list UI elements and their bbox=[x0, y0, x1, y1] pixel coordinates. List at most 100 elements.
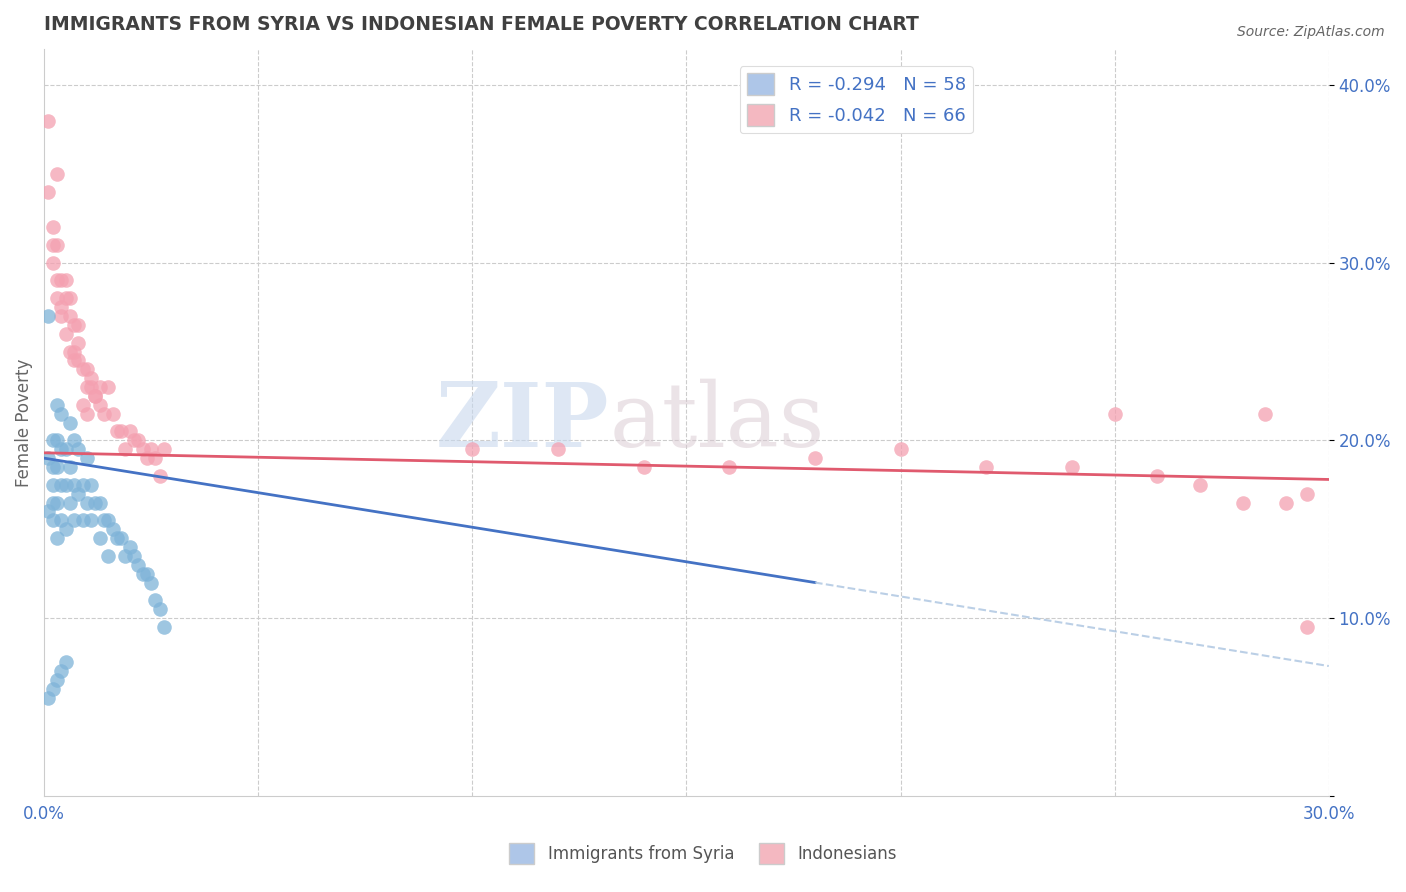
Point bbox=[46, 673, 69, 688]
Point bbox=[80, 513, 103, 527]
Point bbox=[1060, 460, 1083, 475]
Point bbox=[633, 460, 655, 475]
Point bbox=[63, 353, 86, 368]
Point bbox=[51, 273, 73, 287]
Point bbox=[127, 434, 149, 448]
Point bbox=[59, 416, 82, 430]
Point bbox=[122, 434, 145, 448]
Point bbox=[97, 380, 120, 394]
Point bbox=[41, 255, 63, 269]
Point bbox=[76, 380, 98, 394]
Point bbox=[80, 380, 103, 394]
Point bbox=[84, 389, 107, 403]
Point bbox=[1296, 486, 1319, 500]
Point bbox=[41, 495, 63, 509]
Point bbox=[67, 335, 90, 350]
Point bbox=[41, 477, 63, 491]
Point bbox=[131, 442, 153, 457]
Point bbox=[1253, 407, 1275, 421]
Point bbox=[80, 477, 103, 491]
Point bbox=[51, 665, 73, 679]
Point bbox=[153, 620, 176, 634]
Point bbox=[145, 593, 167, 607]
Point bbox=[46, 167, 69, 181]
Point bbox=[1275, 495, 1298, 509]
Point bbox=[46, 273, 69, 287]
Point bbox=[67, 442, 90, 457]
Y-axis label: Female Poverty: Female Poverty bbox=[15, 359, 32, 487]
Text: Source: ZipAtlas.com: Source: ZipAtlas.com bbox=[1237, 25, 1385, 39]
Point bbox=[72, 362, 94, 376]
Point bbox=[1232, 495, 1254, 509]
Point bbox=[141, 575, 163, 590]
Point bbox=[63, 477, 86, 491]
Point bbox=[804, 451, 827, 466]
Point bbox=[76, 362, 98, 376]
Point bbox=[63, 434, 86, 448]
Point bbox=[59, 309, 82, 323]
Point bbox=[145, 451, 167, 466]
Point bbox=[141, 442, 163, 457]
Point bbox=[72, 513, 94, 527]
Point bbox=[41, 220, 63, 235]
Legend: Immigrants from Syria, Indonesians: Immigrants from Syria, Indonesians bbox=[502, 837, 904, 871]
Point bbox=[37, 309, 59, 323]
Text: atlas: atlas bbox=[609, 379, 824, 467]
Point bbox=[131, 566, 153, 581]
Point bbox=[41, 238, 63, 252]
Point bbox=[101, 522, 124, 536]
Point bbox=[547, 442, 569, 457]
Point bbox=[718, 460, 741, 475]
Point bbox=[51, 477, 73, 491]
Point bbox=[76, 407, 98, 421]
Point bbox=[41, 434, 63, 448]
Point bbox=[1146, 469, 1168, 483]
Point bbox=[110, 425, 132, 439]
Point bbox=[63, 513, 86, 527]
Point bbox=[59, 460, 82, 475]
Point bbox=[72, 477, 94, 491]
Point bbox=[89, 495, 111, 509]
Point bbox=[114, 442, 136, 457]
Point bbox=[76, 451, 98, 466]
Point bbox=[89, 531, 111, 545]
Point bbox=[93, 407, 115, 421]
Point bbox=[1296, 620, 1319, 634]
Point bbox=[59, 291, 82, 305]
Point bbox=[67, 318, 90, 332]
Point bbox=[127, 558, 149, 572]
Point bbox=[55, 326, 77, 341]
Point bbox=[46, 495, 69, 509]
Point bbox=[67, 486, 90, 500]
Point bbox=[89, 398, 111, 412]
Point bbox=[122, 549, 145, 563]
Point bbox=[135, 451, 157, 466]
Point bbox=[46, 434, 69, 448]
Point bbox=[51, 300, 73, 314]
Point bbox=[51, 407, 73, 421]
Point bbox=[974, 460, 997, 475]
Point bbox=[105, 425, 128, 439]
Point bbox=[41, 513, 63, 527]
Point bbox=[37, 113, 59, 128]
Point bbox=[55, 442, 77, 457]
Point bbox=[37, 451, 59, 466]
Point bbox=[149, 602, 172, 616]
Point bbox=[67, 353, 90, 368]
Point bbox=[97, 513, 120, 527]
Point bbox=[46, 398, 69, 412]
Point bbox=[63, 318, 86, 332]
Point bbox=[1104, 407, 1126, 421]
Point bbox=[55, 522, 77, 536]
Point bbox=[80, 371, 103, 385]
Text: IMMIGRANTS FROM SYRIA VS INDONESIAN FEMALE POVERTY CORRELATION CHART: IMMIGRANTS FROM SYRIA VS INDONESIAN FEMA… bbox=[44, 15, 920, 34]
Text: ZIP: ZIP bbox=[436, 379, 609, 467]
Point bbox=[97, 549, 120, 563]
Point bbox=[118, 425, 141, 439]
Point bbox=[51, 442, 73, 457]
Point bbox=[72, 398, 94, 412]
Point bbox=[51, 513, 73, 527]
Point bbox=[1189, 477, 1212, 491]
Legend: R = -0.294   N = 58, R = -0.042   N = 66: R = -0.294 N = 58, R = -0.042 N = 66 bbox=[740, 66, 973, 134]
Point bbox=[89, 380, 111, 394]
